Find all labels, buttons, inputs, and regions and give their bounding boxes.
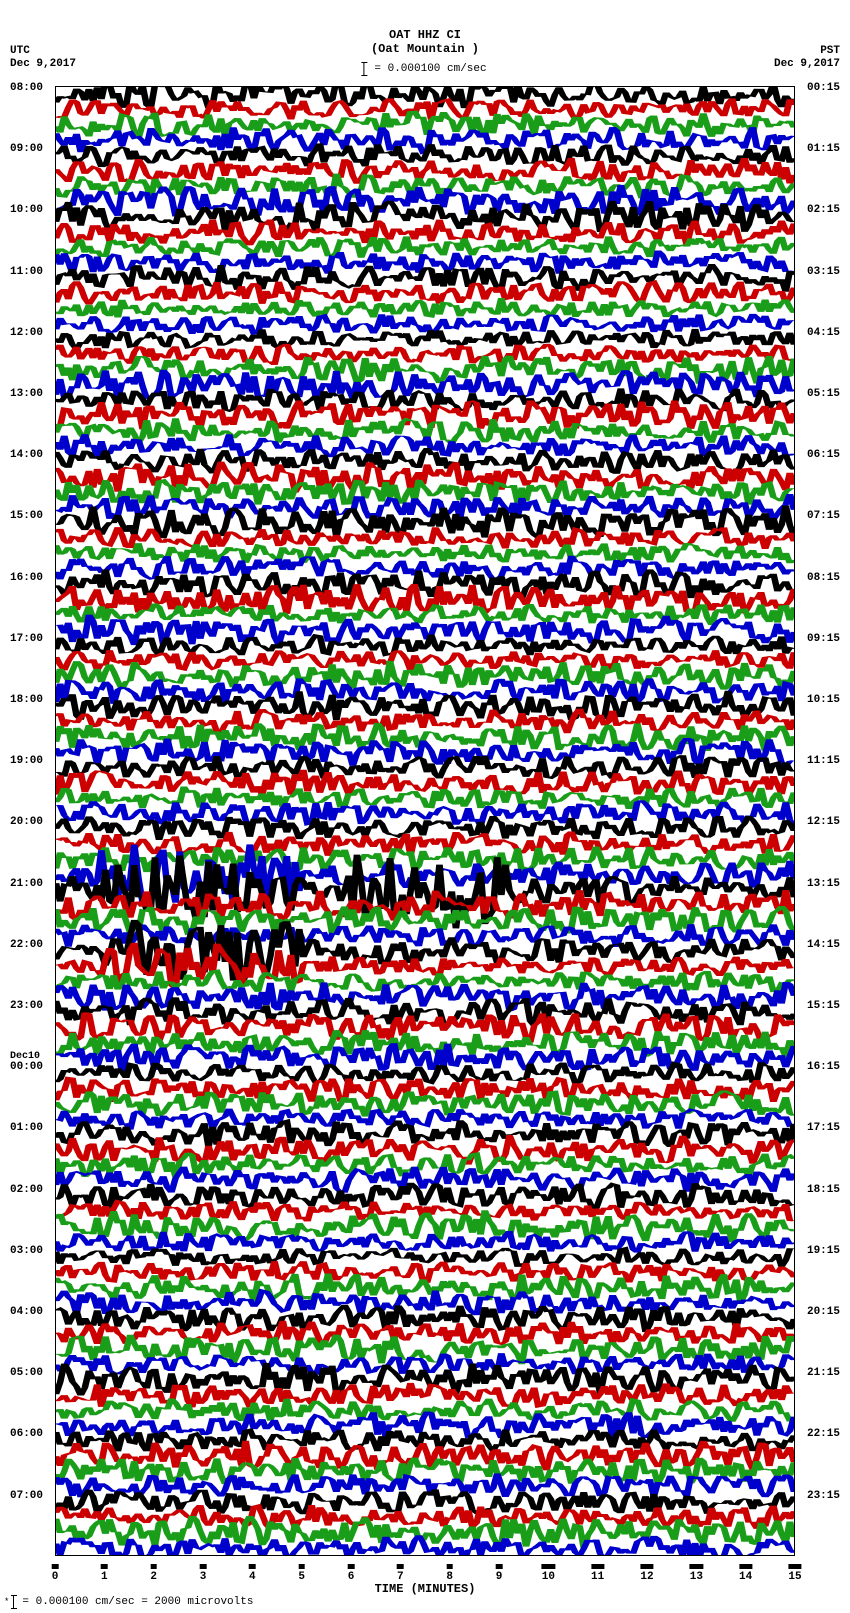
utc-hour-label: 13:00 (10, 388, 43, 400)
pst-hour-label: 04:15 (807, 327, 840, 339)
plot-inner (56, 87, 794, 1555)
utc-hour-label: 14:00 (10, 449, 43, 461)
pst-hour-label: 03:15 (807, 266, 840, 278)
x-axis: TIME (MINUTES) 0123456789101112131415 (55, 1558, 795, 1598)
pst-hour-label: 10:15 (807, 694, 840, 706)
pst-hour-label: 15:15 (807, 1000, 840, 1012)
x-tick: 0 (52, 1564, 59, 1583)
scale-bar-icon (363, 62, 364, 76)
utc-hour-label: 19:00 (10, 755, 43, 767)
utc-hour-label: 05:00 (10, 1367, 43, 1379)
utc-hour-label: 12:00 (10, 327, 43, 339)
x-tick: 3 (200, 1564, 207, 1583)
pst-hour-label: 12:15 (807, 816, 840, 828)
pst-hour-label: 05:15 (807, 388, 840, 400)
utc-hour-label: 02:00 (10, 1184, 43, 1196)
utc-hour-label: 00:00 (10, 1061, 43, 1073)
x-tick: 5 (298, 1564, 305, 1583)
pst-hour-label: 17:15 (807, 1122, 840, 1134)
pst-hour-label: 09:15 (807, 633, 840, 645)
utc-hour-label: 04:00 (10, 1306, 43, 1318)
utc-hour-label: 18:00 (10, 694, 43, 706)
utc-hour-label: 09:00 (10, 143, 43, 155)
utc-hour-label: 20:00 (10, 816, 43, 828)
x-tick: 12 (640, 1564, 653, 1583)
utc-hour-label: 16:00 (10, 572, 43, 584)
pst-hour-label: 01:15 (807, 143, 840, 155)
right-timezone: PST (820, 45, 840, 57)
left-date: Dec 9,2017 (10, 58, 76, 70)
right-date: Dec 9,2017 (774, 58, 840, 70)
utc-hour-label: 23:00 (10, 1000, 43, 1012)
utc-hour-label: 06:00 (10, 1428, 43, 1440)
pst-hour-label: 21:15 (807, 1367, 840, 1379)
x-tick: 2 (150, 1564, 157, 1583)
x-tick: 7 (397, 1564, 404, 1583)
station-name: (Oat Mountain ) (371, 42, 479, 56)
x-tick: 15 (788, 1564, 801, 1583)
pst-hour-label: 00:15 (807, 82, 840, 94)
left-timezone: UTC (10, 45, 30, 57)
pst-hour-label: 19:15 (807, 1245, 840, 1257)
footer-scale: * = 0.000100 cm/sec = 2000 microvolts (4, 1595, 253, 1609)
x-tick: 6 (348, 1564, 355, 1583)
x-tick: 14 (739, 1564, 752, 1583)
helicorder-plot (55, 86, 795, 1556)
footer-star-icon: * (4, 1597, 9, 1607)
pst-hour-label: 14:15 (807, 939, 840, 951)
pst-hour-label: 16:15 (807, 1061, 840, 1073)
pst-hour-label: 13:15 (807, 878, 840, 890)
x-tick: 11 (591, 1564, 604, 1583)
x-tick: 8 (446, 1564, 453, 1583)
x-axis-label: TIME (MINUTES) (375, 1582, 476, 1596)
station-code: OAT HHZ CI (389, 28, 461, 42)
x-tick: 4 (249, 1564, 256, 1583)
utc-hour-label: 03:00 (10, 1245, 43, 1257)
pst-hour-label: 08:15 (807, 572, 840, 584)
pst-hour-label: 23:15 (807, 1490, 840, 1502)
scale-text: = 0.000100 cm/sec (374, 63, 486, 75)
scale-legend: = 0.000100 cm/sec (363, 62, 486, 76)
x-tick: 1 (101, 1564, 108, 1583)
footer-bar-icon (13, 1595, 14, 1609)
utc-hour-label: 17:00 (10, 633, 43, 645)
x-tick: 13 (690, 1564, 703, 1583)
x-tick: 10 (542, 1564, 555, 1583)
utc-hour-label: 10:00 (10, 204, 43, 216)
utc-hour-label: 21:00 (10, 878, 43, 890)
utc-hour-label: 15:00 (10, 510, 43, 522)
trace-row (56, 1533, 794, 1556)
utc-hour-label: 07:00 (10, 1490, 43, 1502)
pst-hour-label: 18:15 (807, 1184, 840, 1196)
pst-hour-label: 11:15 (807, 755, 840, 767)
utc-hour-label: 11:00 (10, 266, 43, 278)
header: OAT HHZ CI (Oat Mountain ) UTC Dec 9,201… (0, 0, 850, 80)
pst-hour-label: 07:15 (807, 510, 840, 522)
pst-hour-label: 22:15 (807, 1428, 840, 1440)
utc-hour-label: 08:00 (10, 82, 43, 94)
utc-hour-label: 22:00 (10, 939, 43, 951)
pst-hour-label: 20:15 (807, 1306, 840, 1318)
helicorder-page: OAT HHZ CI (Oat Mountain ) UTC Dec 9,201… (0, 0, 850, 1613)
x-tick: 9 (496, 1564, 503, 1583)
utc-hour-label: 01:00 (10, 1122, 43, 1134)
footer-text: = 0.000100 cm/sec = 2000 microvolts (22, 1596, 253, 1608)
pst-hour-label: 06:15 (807, 449, 840, 461)
pst-hour-label: 02:15 (807, 204, 840, 216)
